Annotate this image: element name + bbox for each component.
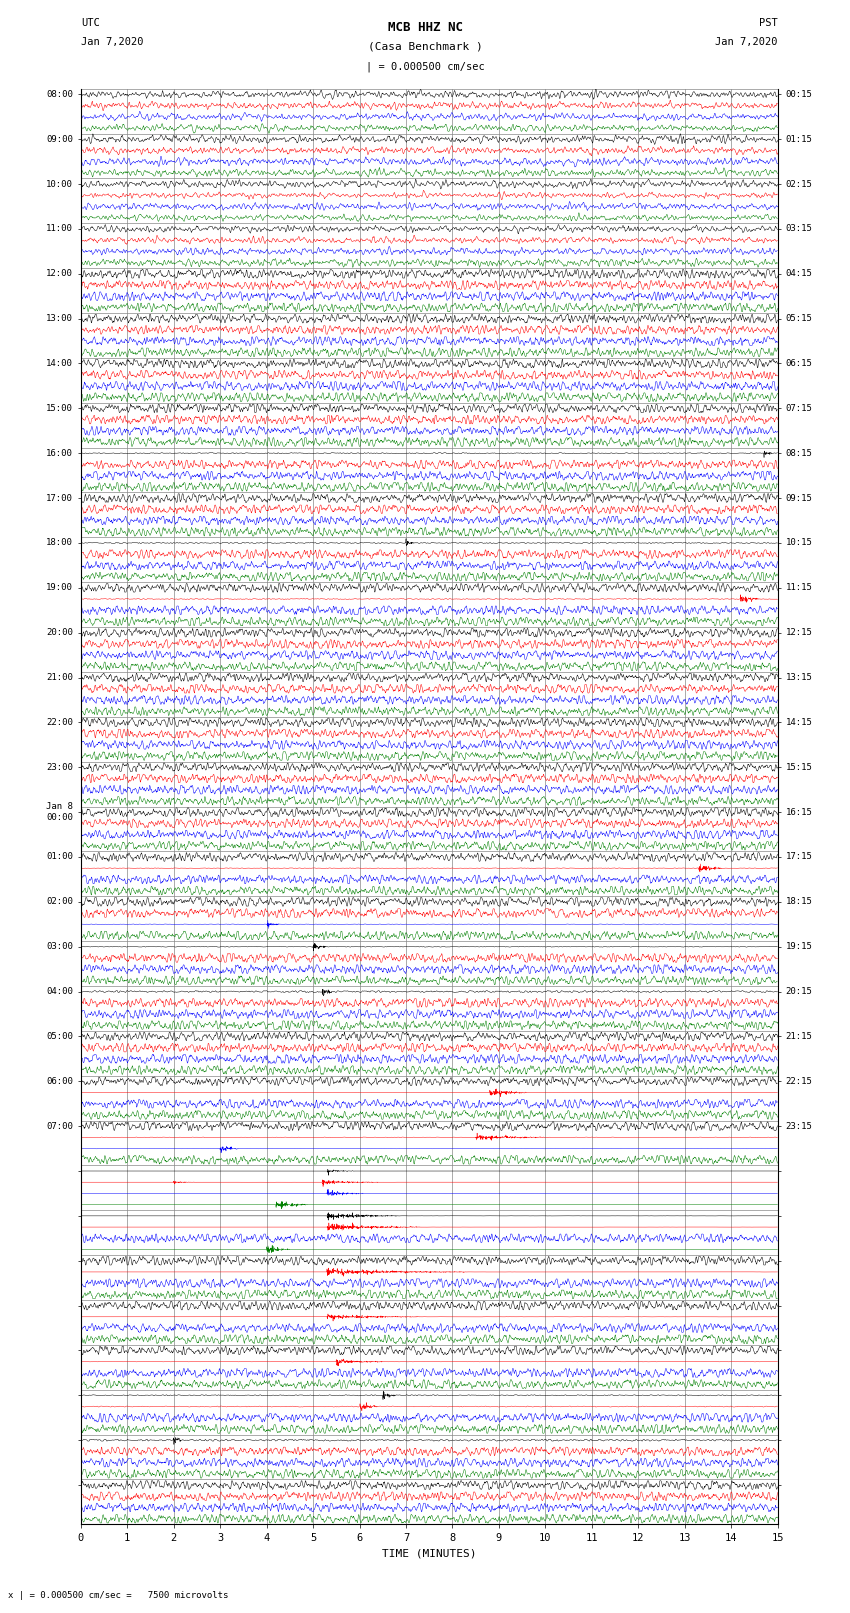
Text: x | = 0.000500 cm/sec =   7500 microvolts: x | = 0.000500 cm/sec = 7500 microvolts bbox=[8, 1590, 229, 1600]
Text: UTC: UTC bbox=[81, 18, 99, 27]
Text: (Casa Benchmark ): (Casa Benchmark ) bbox=[367, 42, 483, 52]
X-axis label: TIME (MINUTES): TIME (MINUTES) bbox=[382, 1548, 477, 1558]
Text: PST: PST bbox=[759, 18, 778, 27]
Text: Jan 7,2020: Jan 7,2020 bbox=[81, 37, 144, 47]
Text: | = 0.000500 cm/sec: | = 0.000500 cm/sec bbox=[366, 61, 484, 73]
Text: MCB HHZ NC: MCB HHZ NC bbox=[388, 21, 462, 34]
Text: Jan 7,2020: Jan 7,2020 bbox=[715, 37, 778, 47]
